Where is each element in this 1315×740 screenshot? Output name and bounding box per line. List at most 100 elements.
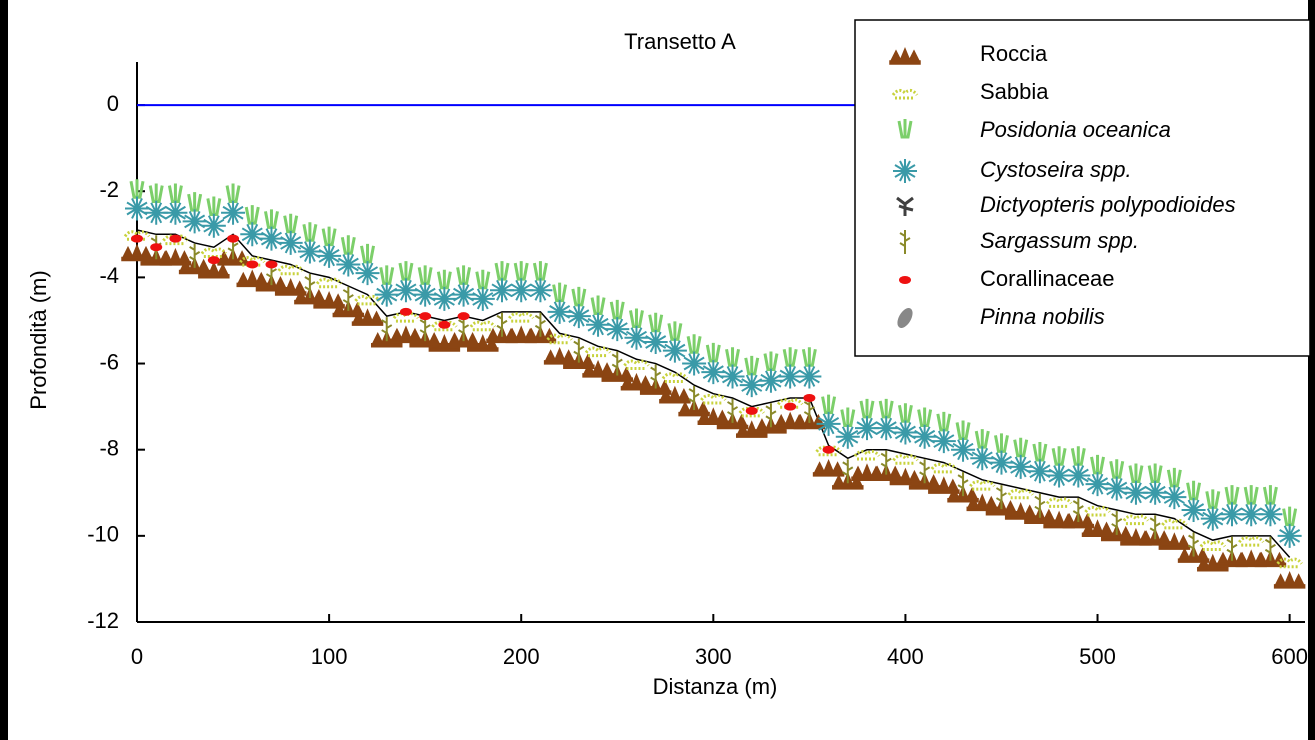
cystoseira-shape <box>931 429 956 454</box>
marker <box>1066 463 1091 488</box>
cystoseira-shape <box>509 278 534 303</box>
cystoseira-shape <box>662 338 687 363</box>
rock-shape <box>159 247 192 266</box>
marker <box>957 472 969 497</box>
marker <box>227 234 240 243</box>
marker <box>381 317 393 342</box>
rock-shape <box>274 278 307 296</box>
sand-shape <box>930 462 958 474</box>
marker <box>778 364 803 389</box>
marker <box>951 437 976 462</box>
marker <box>727 398 739 423</box>
x-tick-label: 300 <box>695 644 732 669</box>
y-tick-label: -4 <box>99 263 119 288</box>
cystoseira-shape <box>816 411 841 436</box>
sand-shape <box>853 449 881 461</box>
marker <box>336 252 361 277</box>
x-tick-label: 400 <box>887 644 924 669</box>
cystoseira-shape <box>720 364 745 389</box>
cystoseira-shape <box>874 416 899 441</box>
sand-shape <box>1084 505 1111 517</box>
cystoseira-shape <box>989 450 1014 475</box>
marker <box>739 373 764 398</box>
cystoseira-shape <box>413 282 438 307</box>
marker <box>399 307 412 316</box>
cystoseira-shape <box>1277 523 1302 548</box>
cystoseira-shape <box>643 330 668 354</box>
marker <box>354 294 381 306</box>
marker <box>659 385 691 404</box>
legend-icon <box>893 159 917 183</box>
cystoseira-shape <box>278 230 303 255</box>
cystoseira-shape <box>605 317 630 342</box>
sargassum-shape <box>534 312 546 337</box>
marker <box>797 364 822 389</box>
marker <box>1008 454 1033 479</box>
sand-shape <box>162 234 189 246</box>
marker <box>278 230 303 255</box>
rock-shape <box>889 47 921 65</box>
sand-shape <box>354 294 381 306</box>
marker <box>1104 476 1129 501</box>
marker <box>1238 536 1265 547</box>
rock-shape <box>812 458 845 477</box>
legend-icon <box>897 119 913 139</box>
coral-shape <box>399 307 412 316</box>
cystoseira-shape <box>1104 476 1129 501</box>
coral-shape <box>246 260 259 269</box>
coral-shape <box>822 445 835 454</box>
marker <box>534 312 546 337</box>
cystoseira-shape <box>739 373 764 398</box>
x-tick-label: 100 <box>311 644 348 669</box>
depth-profile <box>136 229 1291 558</box>
cystoseira-shape <box>893 420 918 445</box>
cystoseira-shape <box>470 286 495 311</box>
coral-shape <box>745 406 758 415</box>
sand-shape <box>1122 514 1150 526</box>
sargassum-shape <box>496 312 508 337</box>
sand-shape <box>969 480 996 491</box>
sargassum-shape <box>1149 515 1161 540</box>
coral-shape <box>784 402 797 411</box>
marker <box>1226 536 1238 561</box>
cystoseira-shape <box>163 200 188 225</box>
cystoseira-shape <box>1200 506 1225 531</box>
cystoseira-shape <box>566 304 591 329</box>
marker <box>313 290 345 309</box>
sand-shape <box>431 320 458 332</box>
cystoseira-shape <box>374 282 399 307</box>
y-tick-label: -6 <box>99 349 119 374</box>
coral-shape <box>227 234 240 243</box>
sand-shape <box>546 333 573 345</box>
marker <box>355 261 380 286</box>
y-tick-label: -2 <box>99 177 119 202</box>
sargassum-shape <box>611 351 623 376</box>
sargassum-shape <box>1188 532 1200 557</box>
sargassum-shape <box>919 459 931 484</box>
marker <box>682 351 707 376</box>
cystoseira-shape <box>182 209 207 234</box>
legend-label: Sargassum spp. <box>980 228 1139 253</box>
sand-shape <box>700 393 727 405</box>
marker <box>1258 502 1283 527</box>
marker <box>1085 472 1110 497</box>
marker <box>297 239 322 264</box>
marker <box>1072 498 1084 522</box>
legend: Roccia Sabbia Posidonia oceanica Cystoseira… <box>854 19 1311 357</box>
sargassum-shape <box>727 398 739 423</box>
marker <box>163 200 188 225</box>
legend-label: Dictyopteris polypodioides <box>980 192 1236 217</box>
sand-shape <box>1199 540 1226 551</box>
marker <box>822 445 835 454</box>
marker <box>688 386 700 410</box>
x-tick-label: 600 <box>1271 644 1308 669</box>
marker <box>1045 497 1073 508</box>
marker <box>803 394 816 402</box>
sand-shape <box>315 277 343 289</box>
cystoseira-shape <box>547 299 572 324</box>
rock-shape <box>1273 570 1306 589</box>
marker <box>240 222 265 247</box>
marker <box>1273 570 1306 589</box>
sand-shape <box>1276 557 1303 569</box>
coral-shape <box>803 394 816 402</box>
